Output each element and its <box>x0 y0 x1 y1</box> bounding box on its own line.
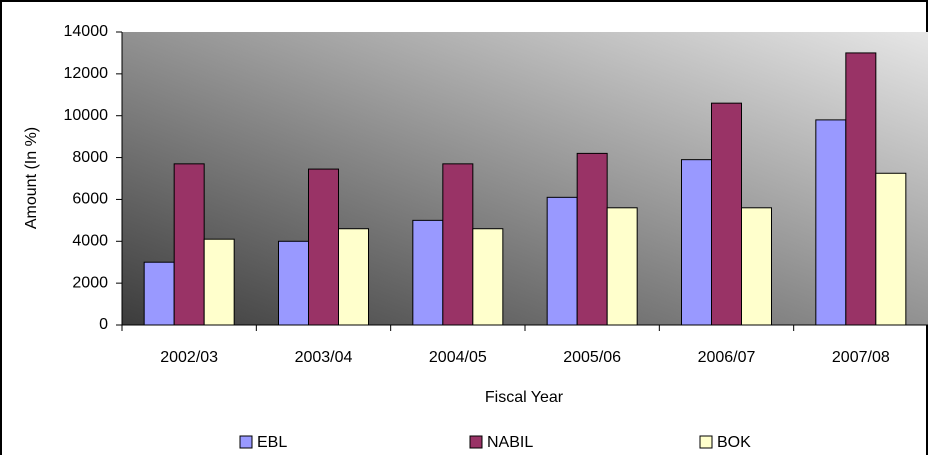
legend-swatch <box>469 435 483 449</box>
x-tick-label: 2002/03 <box>160 349 218 366</box>
legend-label: BOK <box>717 434 751 451</box>
x-tick-label: 2005/06 <box>563 349 621 366</box>
bar <box>442 163 474 326</box>
y-tick-label: 8000 <box>72 149 108 166</box>
bar <box>681 159 712 326</box>
bar <box>606 207 638 326</box>
y-axis-title: Amount (In %) <box>23 127 40 229</box>
y-tick-label: 2000 <box>72 274 108 291</box>
bar <box>546 196 578 326</box>
bar <box>711 102 742 326</box>
bar <box>308 168 339 326</box>
legend-label: EBL <box>257 434 287 451</box>
y-tick-label: 10000 <box>64 107 109 124</box>
x-tick-label: 2006/07 <box>698 349 756 366</box>
legend-label: NABIL <box>487 434 533 451</box>
bar <box>412 219 444 326</box>
x-tick-label: 2007/08 <box>832 349 890 366</box>
bar <box>845 52 877 326</box>
bar <box>875 172 907 326</box>
x-tick-label: 2003/04 <box>295 349 353 366</box>
bar <box>173 163 205 326</box>
plot-area <box>122 32 928 325</box>
bar <box>741 207 772 326</box>
bar <box>576 152 608 326</box>
y-tick-label: 6000 <box>72 191 108 208</box>
y-tick-label: 0 <box>99 316 108 333</box>
legend-swatch <box>239 435 253 449</box>
x-axis-title: Fiscal Year <box>485 389 564 406</box>
legend-swatch <box>699 435 713 449</box>
bar <box>278 240 309 326</box>
bar <box>815 119 847 326</box>
x-tick-label: 2004/05 <box>429 349 487 366</box>
y-tick-label: 14000 <box>64 23 109 40</box>
y-tick-label: 4000 <box>72 233 108 250</box>
bar <box>338 228 369 326</box>
bar <box>472 228 504 326</box>
bar <box>143 261 175 326</box>
y-tick-label: 12000 <box>64 65 109 82</box>
bar <box>203 238 235 326</box>
